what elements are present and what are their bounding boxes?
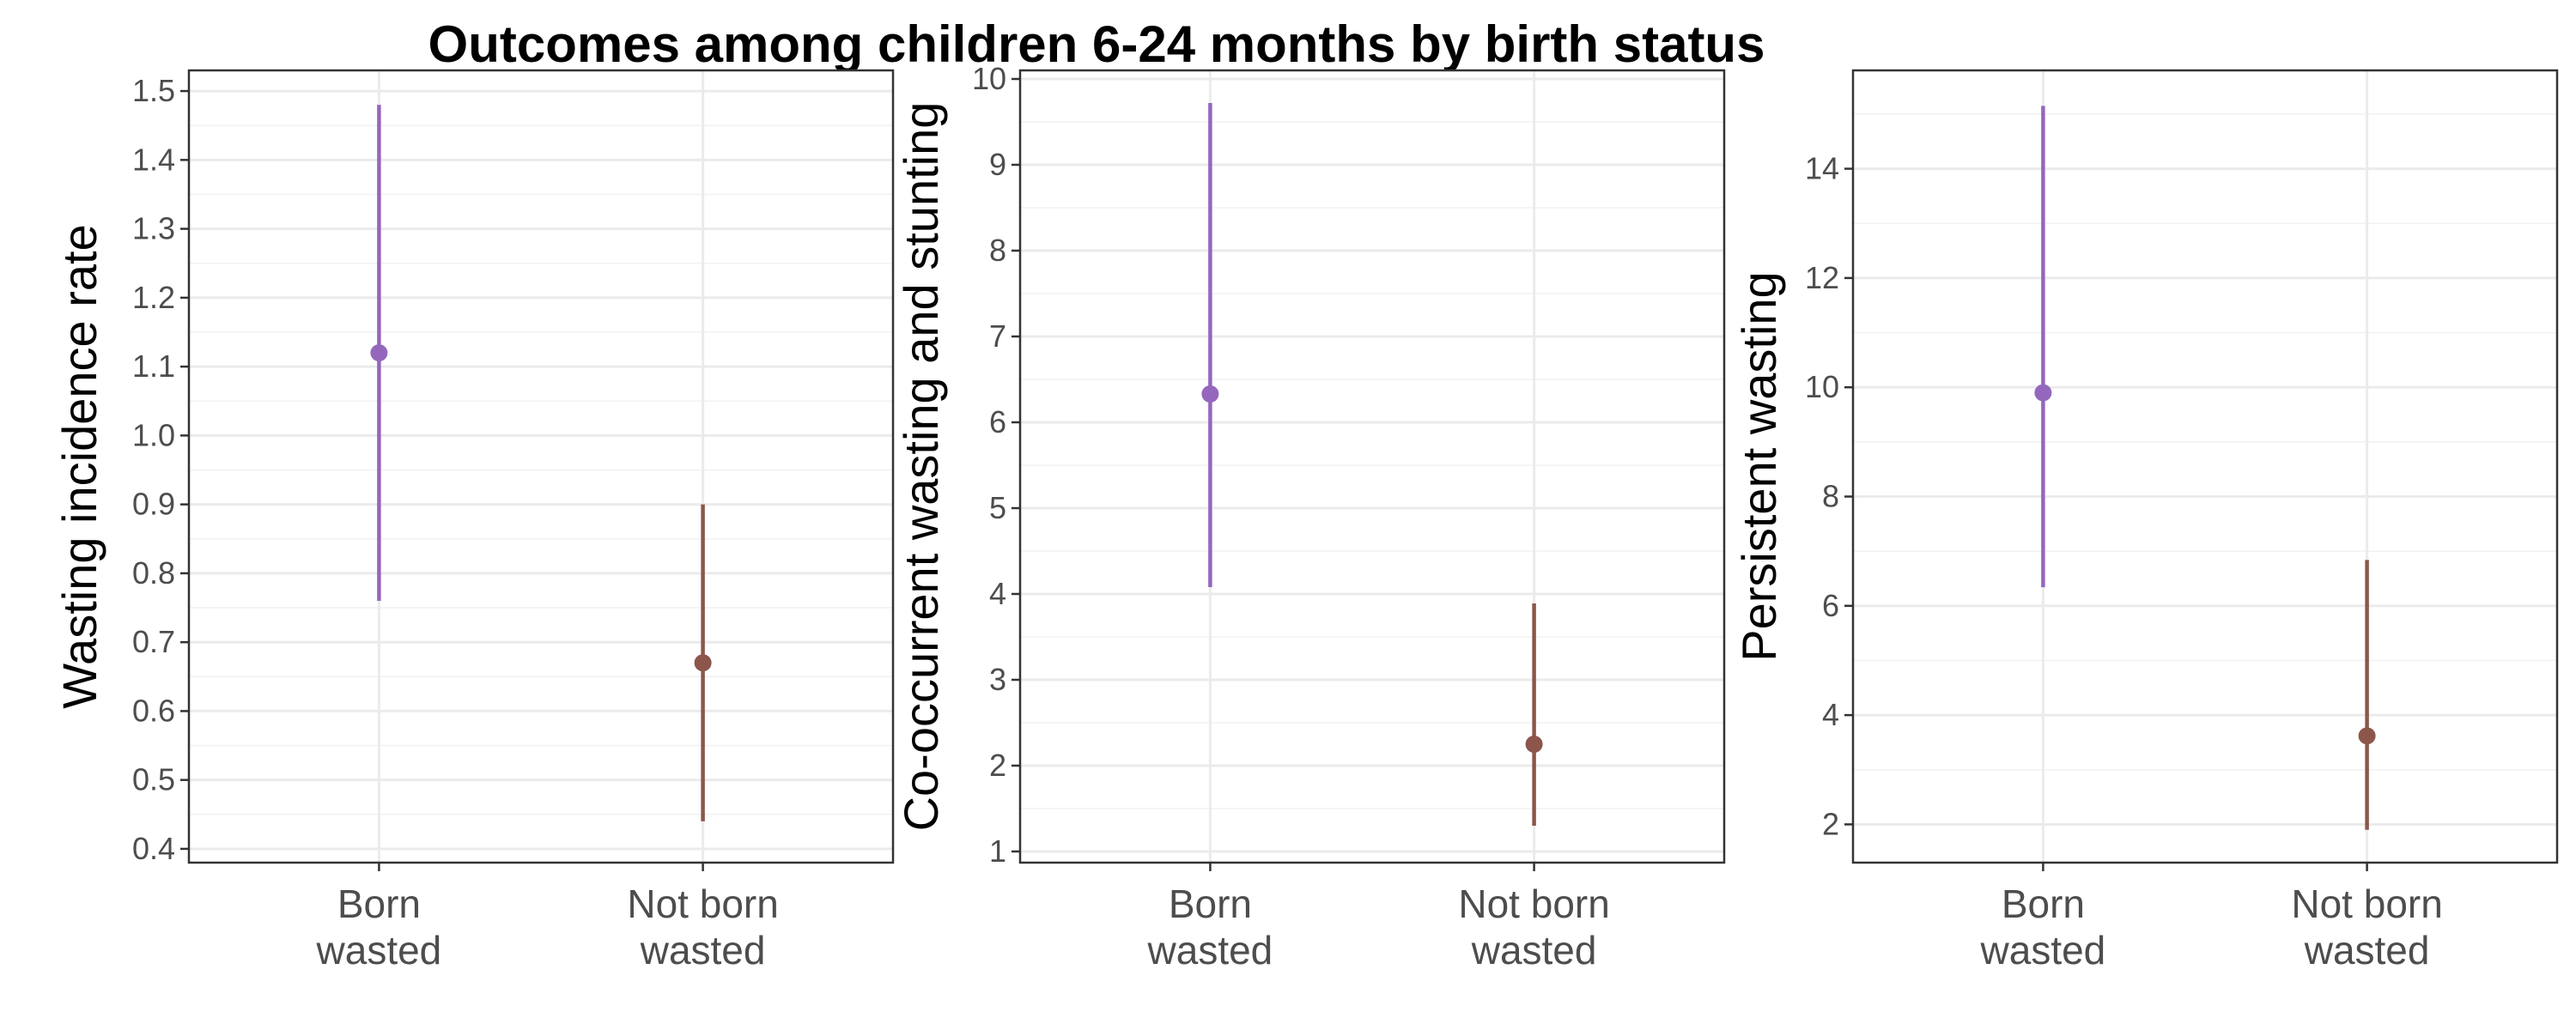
y-axis-title: Wasting incidence rate bbox=[52, 224, 106, 708]
y-tick-label: 4 bbox=[1822, 697, 1839, 732]
y-tick-label: 1 bbox=[989, 833, 1006, 869]
y-tick-label: 9 bbox=[989, 147, 1006, 182]
panel-3: 2 4 6 8 10 12 14 Born wasted Not born wasted Persis… bbox=[1732, 69, 2559, 972]
x-tick-label: Born wasted bbox=[316, 882, 442, 972]
y-tick-label: 10 bbox=[972, 61, 1006, 96]
plot-background bbox=[1020, 70, 1724, 863]
x-tick-label: Born wasted bbox=[1147, 882, 1273, 972]
y-tick-label: 1.2 bbox=[132, 280, 175, 315]
y-tick-label: 1.3 bbox=[132, 211, 175, 246]
y-tick-label: 14 bbox=[1805, 151, 1839, 186]
y-tick-label: 8 bbox=[1822, 479, 1839, 514]
y-tick-label: 4 bbox=[989, 576, 1006, 611]
y-tick-label: 1.1 bbox=[132, 348, 175, 384]
point-estimate-2 bbox=[1525, 736, 1543, 753]
y-tick-label: 2 bbox=[989, 748, 1006, 783]
panel-border bbox=[1018, 69, 1726, 864]
y-tick-label: 0.9 bbox=[132, 487, 175, 522]
point-estimate-2 bbox=[694, 654, 712, 672]
y-tick-label: 3 bbox=[989, 662, 1006, 697]
y-tick-label: 0.6 bbox=[132, 693, 175, 728]
y-tick-label: 0.4 bbox=[132, 831, 175, 866]
chart-title: Outcomes among children 6-24 months by b… bbox=[428, 15, 1765, 73]
y-tick-label: 0.5 bbox=[132, 762, 175, 797]
plot-background bbox=[1853, 70, 2557, 863]
y-tick-label: 1.4 bbox=[132, 142, 175, 177]
plot-background bbox=[189, 70, 893, 863]
y-tick-label: 10 bbox=[1805, 369, 1839, 404]
x-tick-label: Not born wasted bbox=[627, 882, 778, 972]
y-tick-label: 6 bbox=[989, 404, 1006, 439]
point-estimate-1 bbox=[1201, 385, 1219, 403]
point-estimate-2 bbox=[2358, 727, 2376, 745]
y-axis-title: Co-occurrent wasting and stunting bbox=[894, 102, 948, 832]
y-tick-label: 0.8 bbox=[132, 555, 175, 591]
y-tick-label: 0.7 bbox=[132, 624, 175, 659]
point-estimate-1 bbox=[370, 344, 388, 362]
y-tick-label: 5 bbox=[989, 490, 1006, 525]
panel-1: 0.4 0.5 0.6 0.7 0.8 0.9 1.0 1.1 1.2 1.3 1.4 1.5 Born… bbox=[52, 69, 895, 972]
y-tick-label: 8 bbox=[989, 233, 1006, 268]
y-axis-title: Persistent wasting bbox=[1732, 271, 1786, 661]
x-tick-label: Born wasted bbox=[1980, 882, 2106, 972]
y-tick-label: 1.5 bbox=[132, 73, 175, 108]
y-tick-label: 12 bbox=[1805, 260, 1839, 295]
panel-border bbox=[187, 69, 895, 864]
y-tick-label: 7 bbox=[989, 318, 1006, 354]
y-tick-label: 1.0 bbox=[132, 417, 175, 452]
y-tick-label: 6 bbox=[1822, 588, 1839, 623]
panel-2: 1 2 3 4 5 6 7 8 9 10 Born wasted Not born wasted Co-oc… bbox=[894, 61, 1726, 972]
point-estimate-1 bbox=[2034, 384, 2052, 402]
panel-border bbox=[1851, 69, 2559, 864]
y-tick-label: 2 bbox=[1822, 806, 1839, 841]
x-tick-label: Not born wasted bbox=[1458, 882, 1609, 972]
x-tick-label: Not born wasted bbox=[2291, 882, 2442, 972]
panels: 0.4 0.5 0.6 0.7 0.8 0.9 1.0 1.1 1.2 1.3 1.4 1.5 Born… bbox=[52, 61, 2559, 972]
